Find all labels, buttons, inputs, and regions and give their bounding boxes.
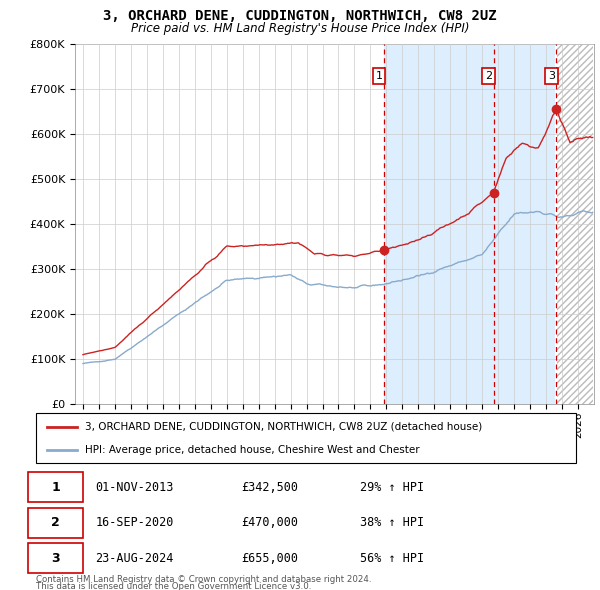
Text: 56% ↑ HPI: 56% ↑ HPI (360, 552, 424, 565)
Text: 2: 2 (51, 516, 60, 529)
Text: HPI: Average price, detached house, Cheshire West and Chester: HPI: Average price, detached house, Ches… (85, 445, 419, 455)
Text: 01-NOV-2013: 01-NOV-2013 (95, 481, 174, 494)
FancyBboxPatch shape (28, 472, 83, 503)
Text: 1: 1 (376, 71, 382, 81)
FancyBboxPatch shape (28, 507, 83, 538)
Text: 3, ORCHARD DENE, CUDDINGTON, NORTHWICH, CW8 2UZ (detached house): 3, ORCHARD DENE, CUDDINGTON, NORTHWICH, … (85, 421, 482, 431)
Text: Contains HM Land Registry data © Crown copyright and database right 2024.: Contains HM Land Registry data © Crown c… (36, 575, 371, 584)
Text: £655,000: £655,000 (241, 552, 298, 565)
Text: £342,500: £342,500 (241, 481, 298, 494)
Text: 29% ↑ HPI: 29% ↑ HPI (360, 481, 424, 494)
Text: 38% ↑ HPI: 38% ↑ HPI (360, 516, 424, 529)
Text: 2: 2 (485, 71, 492, 81)
Text: 1: 1 (51, 481, 60, 494)
Text: This data is licensed under the Open Government Licence v3.0.: This data is licensed under the Open Gov… (36, 582, 311, 590)
Text: Price paid vs. HM Land Registry's House Price Index (HPI): Price paid vs. HM Land Registry's House … (131, 22, 469, 35)
FancyBboxPatch shape (28, 543, 83, 573)
Text: 3, ORCHARD DENE, CUDDINGTON, NORTHWICH, CW8 2UZ: 3, ORCHARD DENE, CUDDINGTON, NORTHWICH, … (103, 9, 497, 23)
Text: 16-SEP-2020: 16-SEP-2020 (95, 516, 174, 529)
Text: 23-AUG-2024: 23-AUG-2024 (95, 552, 174, 565)
Text: 3: 3 (51, 552, 60, 565)
Text: 3: 3 (548, 71, 555, 81)
Text: £470,000: £470,000 (241, 516, 298, 529)
